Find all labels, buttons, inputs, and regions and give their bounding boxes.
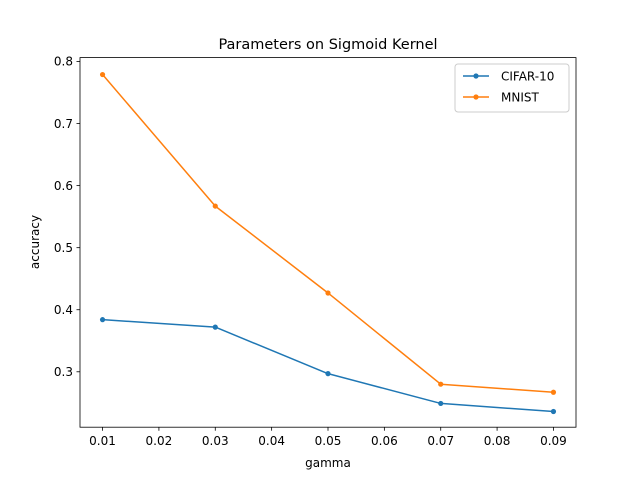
data-point-mnist [325,290,331,296]
x-axis-title: gamma [305,456,351,470]
y-tick-label: 0.3 [54,365,73,379]
data-point-mnist [438,381,444,387]
y-tick-label: 0.4 [54,303,73,317]
x-tick-label: 0.03 [202,434,229,448]
data-point-cifar-10 [438,400,444,407]
data-point-cifar-10 [99,317,106,323]
y-tick-label: 0.5 [54,241,73,255]
data-point-mnist [99,71,106,78]
series-line-mnist [101,74,554,394]
data-point-mnist [550,389,557,395]
x-tick-label: 0.09 [540,434,567,448]
y-tick-label: 0.8 [54,55,73,69]
x-tick-label: 0.05 [315,434,342,448]
data-point-cifar-10 [325,371,331,377]
series-layer [99,71,557,415]
legend-label-mnist: MNIST [501,91,539,105]
legend: CIFAR-10 MNIST [454,63,570,113]
y-tick-label: 0.7 [54,117,73,131]
chart-title: Parameters on Sigmoid Kernel [218,37,437,53]
y-tick-label: 0.6 [54,179,73,193]
x-tick-label: 0.06 [371,434,398,448]
x-tick-label: 0.02 [146,434,173,448]
legend-label-cifar-10: CIFAR-10 [501,70,554,84]
data-point-mnist [212,203,218,209]
x-tick-label: 0.08 [484,434,511,448]
data-point-cifar-10 [550,408,557,415]
y-axis: 0.3 0.4 0.5 0.6 0.7 0.8 [54,55,80,379]
y-axis-title: accuracy [28,215,42,269]
series-line-cifar-10 [102,318,554,413]
x-tick-label: 0.01 [89,434,116,448]
x-tick-label: 0.07 [427,434,454,448]
data-point-cifar-10 [212,324,218,330]
legend-marker-cifar-10 [473,73,479,79]
legend-marker-mnist [473,94,479,100]
x-axis: 0.01 0.02 0.03 0.04 0.05 0.06 0.07 0.08 0.09 [89,427,567,448]
x-tick-label: 0.04 [258,434,285,448]
